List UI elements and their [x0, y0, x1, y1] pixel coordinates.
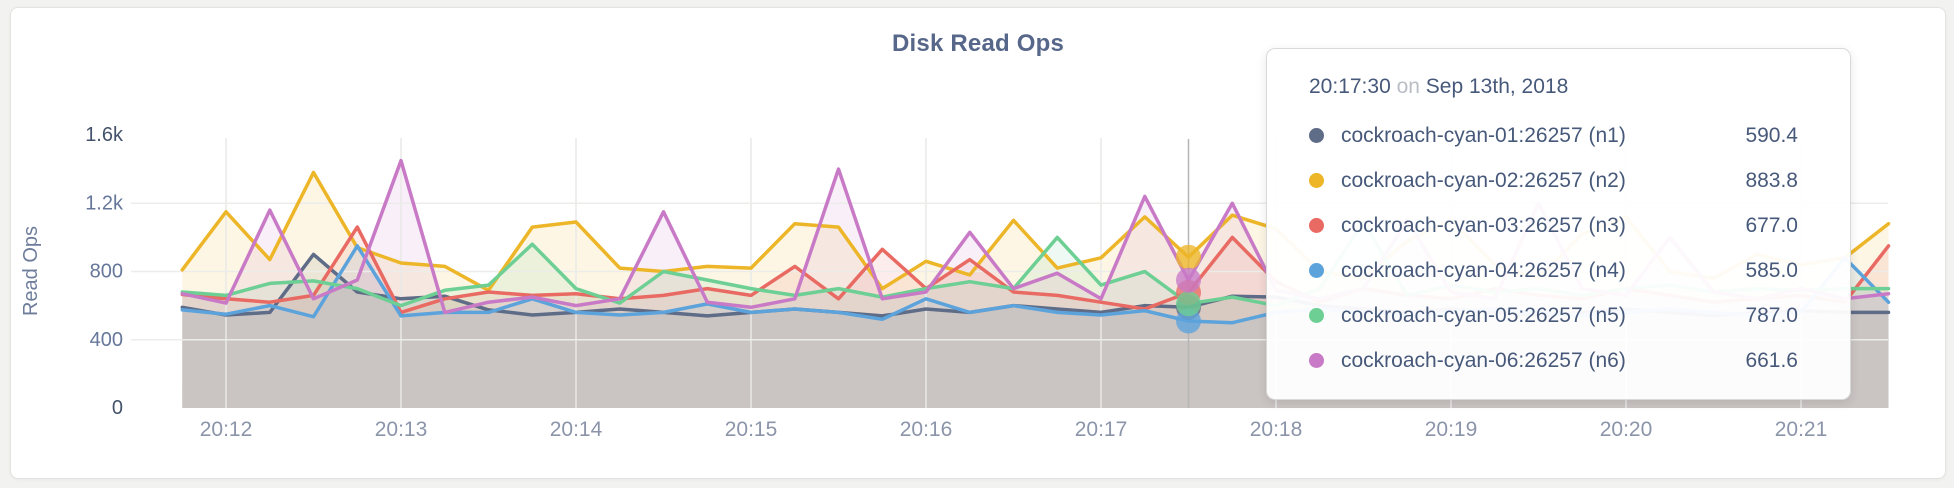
series-value: 585.0 [1745, 258, 1798, 282]
series-value: 661.6 [1745, 348, 1798, 372]
series-name: cockroach-cyan-04:26257 (n4) [1341, 258, 1626, 282]
chart-card: Disk Read Ops 0 400 800 1.2k 1.6k 20:12 20:13 2… [10, 7, 1946, 479]
y-tick-label: 400 [90, 329, 123, 351]
series-color-dot-icon [1309, 308, 1324, 323]
hover-point [1176, 267, 1201, 293]
tooltip-conj: on [1396, 75, 1420, 98]
series-name: cockroach-cyan-01:26257 (n1) [1341, 123, 1626, 147]
chart-tooltip: 20:17:30 on Sep 13th, 2018 cockroach-cya… [1266, 48, 1851, 400]
series-name: cockroach-cyan-03:26257 (n3) [1341, 213, 1626, 237]
tooltip-row: cockroach-cyan-01:26257 (n1) 590.4 [1309, 113, 1798, 158]
tooltip-row: cockroach-cyan-06:26257 (n6) 661.6 [1309, 338, 1798, 383]
x-tick-label: 20:13 [375, 418, 428, 441]
tooltip-row: cockroach-cyan-05:26257 (n5) 787.0 [1309, 293, 1798, 338]
tooltip-row: cockroach-cyan-02:26257 (n2) 883.8 [1309, 158, 1798, 203]
x-tick-label: 20:16 [900, 418, 953, 441]
y-tick-label: 800 [90, 261, 123, 283]
x-tick-label: 20:12 [200, 418, 253, 441]
x-tick-label: 20:14 [550, 418, 603, 441]
tooltip-rows: cockroach-cyan-01:26257 (n1) 590.4 cockroa… [1309, 113, 1798, 383]
hover-point [1176, 244, 1201, 270]
hover-dots [1176, 244, 1201, 334]
tooltip-date: Sep 13th, 2018 [1425, 75, 1569, 98]
y-axis-title: Read Ops [20, 226, 42, 316]
hover-point [1176, 308, 1201, 334]
x-tick-label: 20:18 [1250, 418, 1303, 441]
x-tick-label: 20:21 [1775, 418, 1828, 441]
series-value: 677.0 [1745, 213, 1798, 237]
series-color-dot-icon [1309, 263, 1324, 278]
tooltip-row: cockroach-cyan-04:26257 (n4) 585.0 [1309, 248, 1798, 293]
axis-labels: 0 400 800 1.2k 1.6k 20:12 20:13 20:14 20:15 20:16… [20, 124, 1827, 441]
x-tick-label: 20:19 [1425, 418, 1478, 441]
series-color-dot-icon [1309, 218, 1324, 233]
series-value: 883.8 [1745, 168, 1798, 192]
hover-point [1176, 291, 1201, 317]
x-tick-label: 20:17 [1075, 418, 1128, 441]
x-tick-label: 20:15 [725, 418, 778, 441]
tooltip-row: cockroach-cyan-03:26257 (n3) 677.0 [1309, 203, 1798, 248]
chart-title: Disk Read Ops [892, 30, 1064, 57]
series-name: cockroach-cyan-05:26257 (n5) [1341, 303, 1626, 327]
y-tick-label: 1.2k [85, 192, 124, 214]
series-value: 787.0 [1745, 303, 1798, 327]
x-tick-label: 20:20 [1600, 418, 1653, 441]
tooltip-time: 20:17:30 [1309, 75, 1391, 98]
y-tick-label: 1.6k [85, 124, 124, 146]
series-color-dot-icon [1309, 173, 1324, 188]
y-tick-label: 0 [112, 397, 123, 419]
series-color-dot-icon [1309, 128, 1324, 143]
series-color-dot-icon [1309, 353, 1324, 368]
series-name: cockroach-cyan-06:26257 (n6) [1341, 348, 1626, 372]
series-value: 590.4 [1745, 123, 1798, 147]
tooltip-header: 20:17:30 on Sep 13th, 2018 [1309, 75, 1798, 99]
series-name: cockroach-cyan-02:26257 (n2) [1341, 168, 1626, 192]
